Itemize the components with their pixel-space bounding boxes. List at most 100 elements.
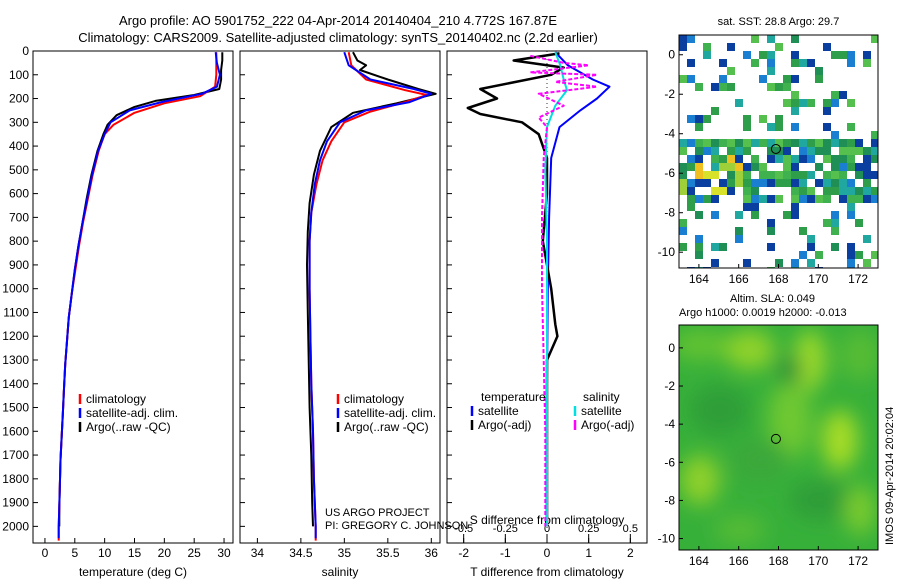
sst-cell [775,259,783,267]
sst-cell [751,203,759,211]
diff-t-xtick-label: -2 [458,546,469,560]
sla-blob [845,485,875,535]
sst-cell [759,171,767,179]
sst-cell [767,155,775,163]
sst-cell [751,139,759,147]
sla-title: Altim. SLA: 0.049 [730,293,815,305]
sst-ytick-label: -2 [664,87,675,101]
temp-ytick-label: 400 [9,139,29,153]
legend-label-satellite: satellite-adj. clim. [344,406,436,420]
sst-cell [871,171,878,179]
sla-blob [730,438,790,482]
sst-cell [727,147,735,155]
diff-t-xtick-label: 0 [544,546,551,560]
sst-cell [695,115,703,123]
temp-ytick-label: 300 [9,115,29,129]
sst-cell [711,195,719,203]
sst-cell [847,251,855,259]
sst-cell [775,43,783,51]
temp-ytick-label: 1200 [2,329,29,343]
diff-line-sat_salinity [544,51,568,527]
temp-x-axis-label: temperature (deg C) [79,565,187,579]
sst-cell [863,195,871,203]
sst-cell [687,35,695,43]
sst-cell [791,123,799,131]
sla-subtitle: Argo h1000: 0.0019 h2000: -0.013 [679,307,847,319]
sst-cell [847,99,855,107]
sst-cell [863,147,871,155]
sst-cell [743,51,751,59]
credit-line-1: US ARGO PROJECT [325,507,430,519]
sla-ytick-label: -4 [664,417,675,431]
sst-cell [759,75,767,83]
sla-xtick-label: 172 [848,554,868,568]
sst-cell [815,163,823,171]
sst-cell [807,147,815,155]
temp-line-argo [58,52,224,527]
temp-ytick-label: 1100 [3,305,29,319]
sst-cell [815,179,823,187]
sst-cell [767,35,775,43]
sst-cell [807,155,815,163]
sal-xtick-label: 34 [251,546,265,560]
sst-cells [679,35,878,268]
sst-cell [759,51,767,59]
sst-cell [759,195,767,203]
temp-ytick-label: 1000 [2,282,29,296]
sst-cell [791,211,799,219]
sst-cell [847,187,855,195]
sst-cell [807,59,815,67]
diff-s-xtick-label: 0.5 [623,523,638,535]
sst-xtick-label: 168 [768,272,788,286]
sla-field [679,325,878,550]
sst-cell [831,211,839,219]
sst-cell [847,51,855,59]
sst-cell [775,83,783,91]
sst-cell [703,43,711,51]
sst-cell [783,99,791,107]
sst-cell [823,155,831,163]
sst-cell [711,171,719,179]
diff-line-argo_salinity_diff [529,54,598,527]
sst-cell [871,195,878,203]
sst-cell [807,259,815,267]
sst-map-panel: sat. SST: 28.8 Argo: 29.7 164 166 168 170 172… [658,16,879,286]
sst-cell [831,91,839,99]
sst-cell [767,67,775,75]
sst-cell [695,195,703,203]
sst-cell [679,187,687,195]
sst-cell [687,139,695,147]
sst-cell [855,195,863,203]
sst-cell [799,251,807,259]
sst-cell [791,195,799,203]
sst-cell [871,147,878,155]
sal-line-satellite [308,51,433,539]
sst-cell [855,139,863,147]
temp-ytick-label: 600 [9,187,29,201]
sst-cell [775,195,783,203]
sst-cell [823,123,831,131]
temp-ytick-label: 1400 [2,377,29,391]
sst-cell [775,139,783,147]
temp-ytick-label: 1500 [2,401,29,415]
sst-xtick-label: 164 [689,272,709,286]
sst-cell [695,243,703,251]
sst-cell [823,139,831,147]
sla-blob [725,330,775,370]
sst-cell [799,171,807,179]
sst-cell [767,243,775,251]
sst-cell [719,139,727,147]
sst-cell [735,147,743,155]
sst-cell [799,179,807,187]
sla-blob [690,385,750,435]
sst-cell [855,171,863,179]
sst-cell [871,251,878,259]
sst-cell [767,59,775,67]
sst-cell [823,107,831,115]
diff-legend-label-satellite-s: satellite [581,404,622,418]
sst-cell [727,83,735,91]
sal-x-axis-label: salinity [322,565,359,579]
sst-cell [695,123,703,131]
sst-cell [815,139,823,147]
legend-label-climatology: climatology [86,392,146,406]
